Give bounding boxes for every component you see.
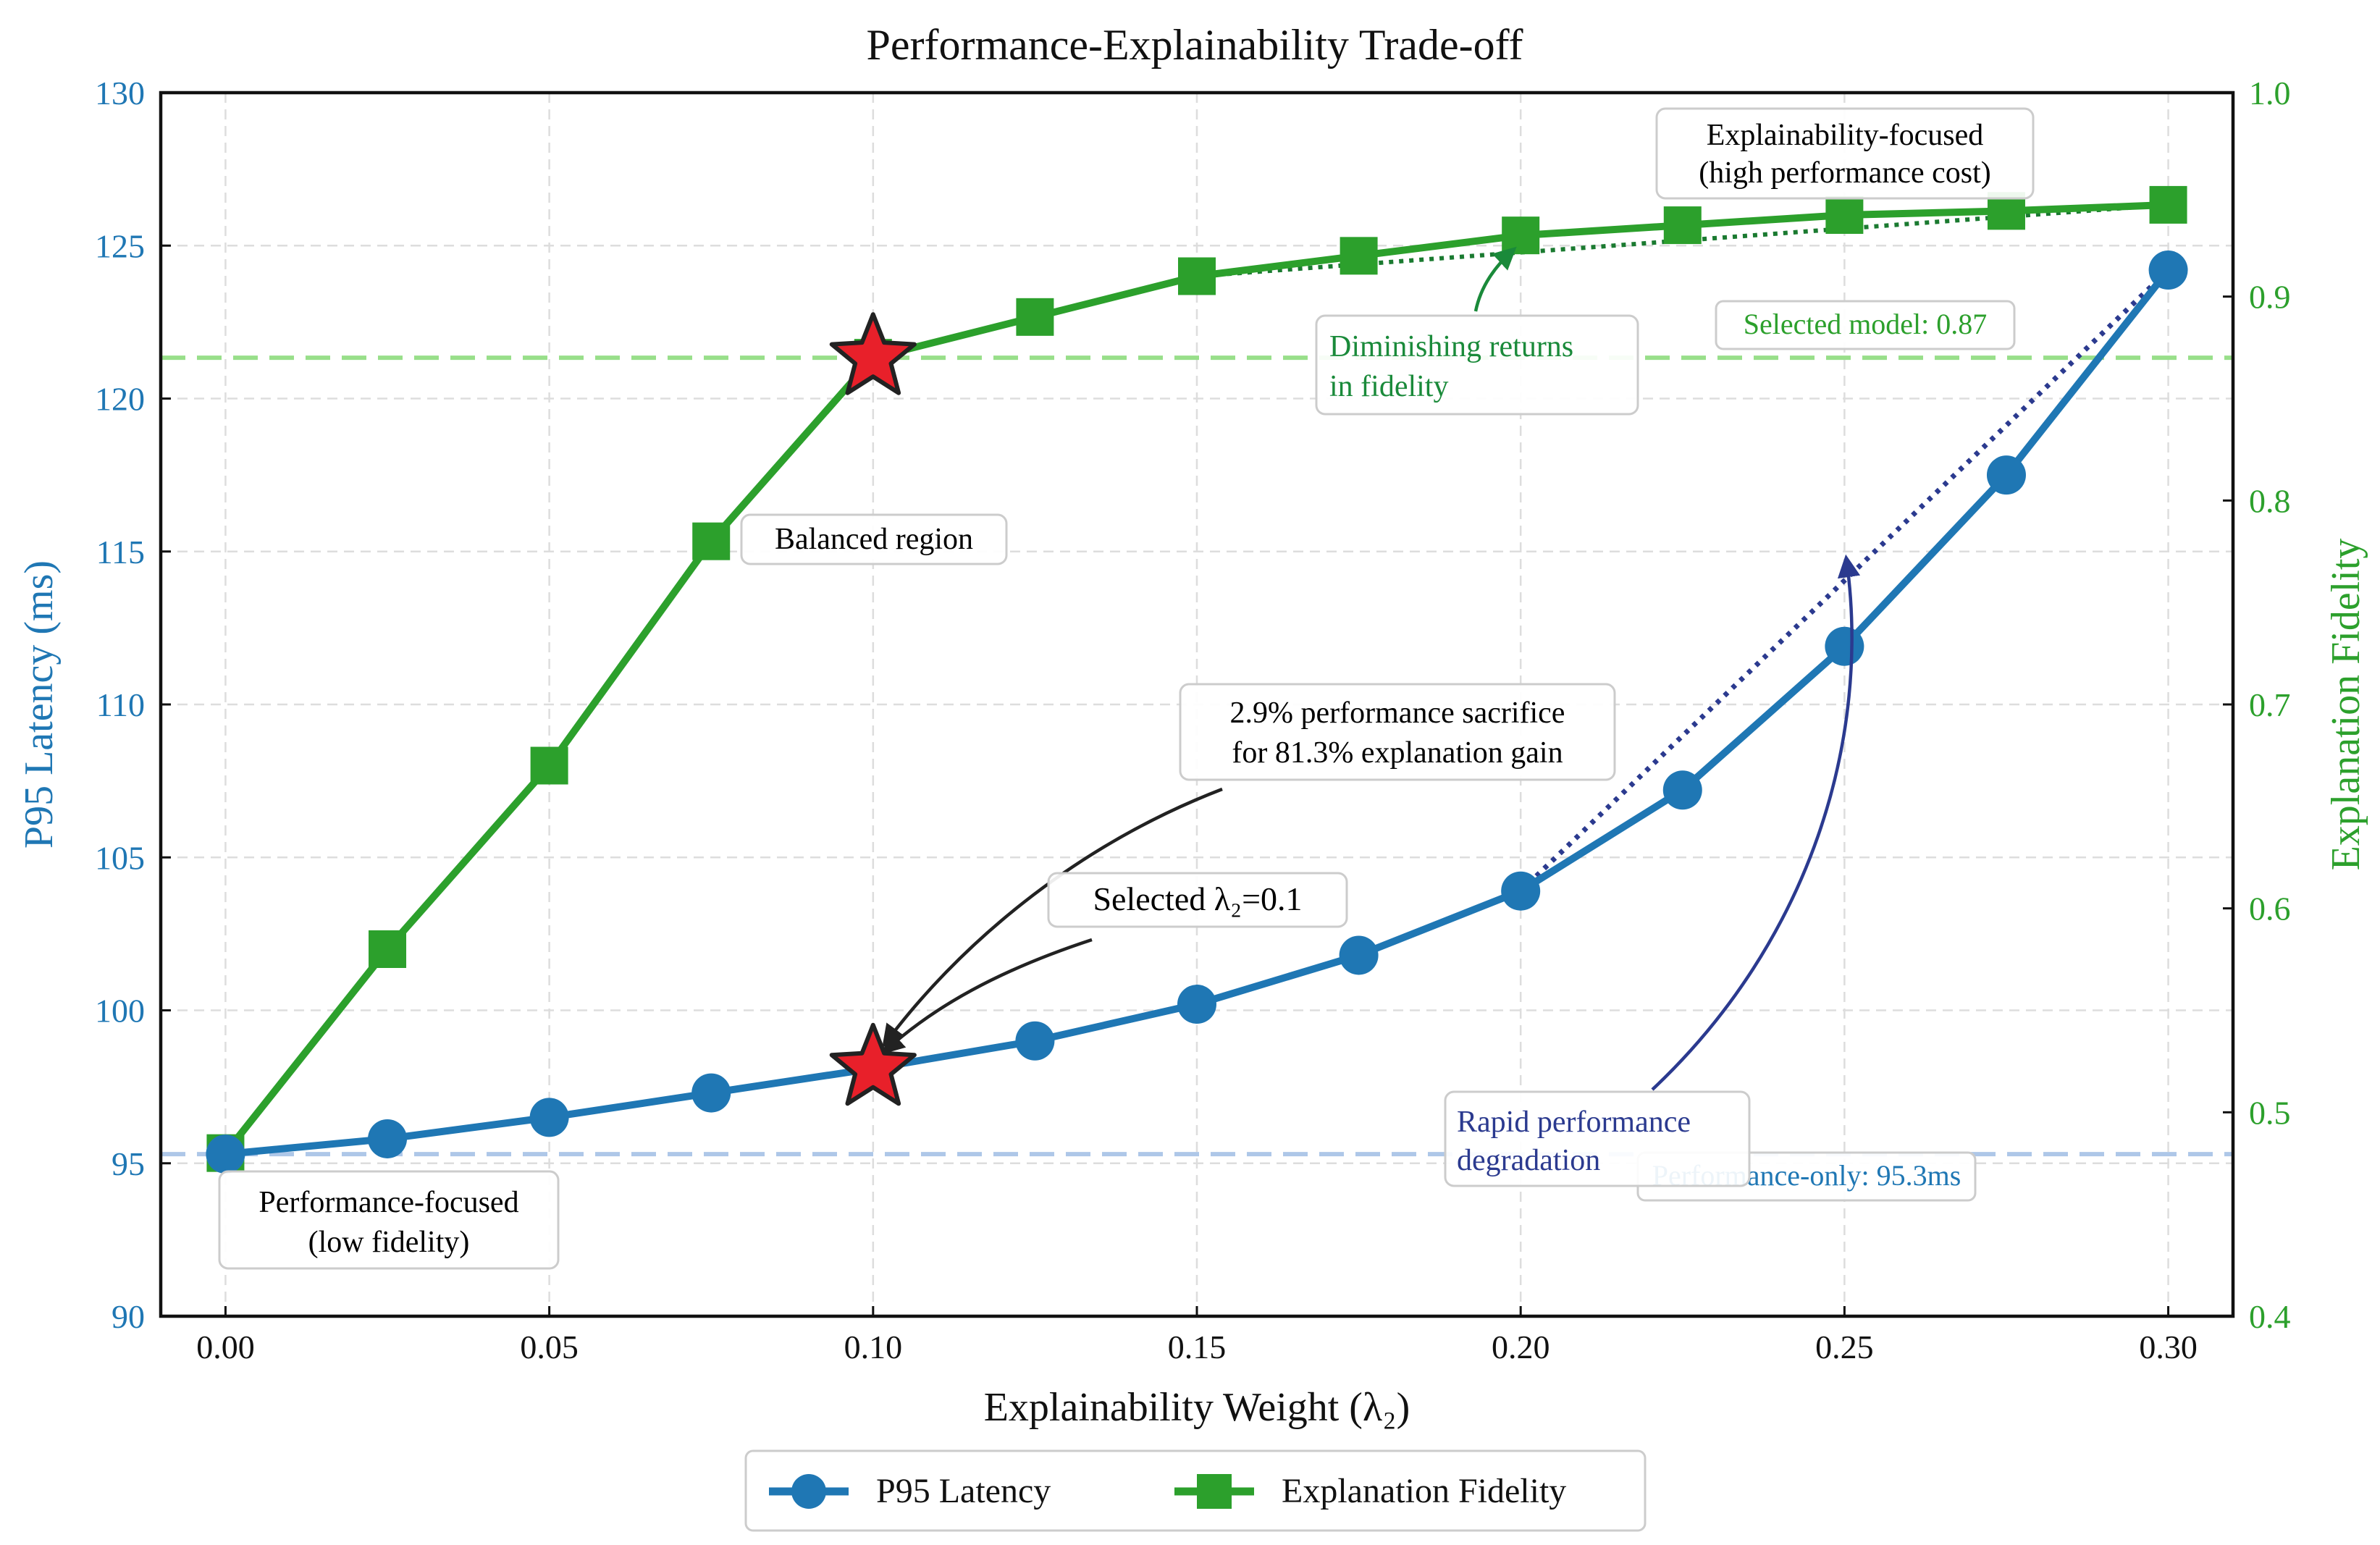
latency-point-5	[1015, 1021, 1055, 1061]
annotation-performance-focused: Performance-focused (low fidelity)	[218, 1170, 560, 1270]
legend-fidelity-marker	[1197, 1474, 1232, 1509]
annotation-rapid-degradation: Rapid performance degradation	[1444, 1090, 1751, 1187]
latency-point-2	[529, 1098, 569, 1137]
annotation-explainability-focused-line2: (high performance cost)	[1699, 156, 1991, 190]
fidelity-point-12	[2149, 185, 2187, 224]
y-left-tick-label-7: 125	[95, 227, 145, 264]
fidelity-point-10	[1825, 196, 1864, 234]
y-right-tick-label-1: 0.5	[2249, 1094, 2291, 1131]
x-tick-label-6: 0.30	[2139, 1329, 2198, 1365]
y-right-axis-label: Explanation Fidelity	[2324, 539, 2368, 871]
arrow-diminishing-returns	[1473, 246, 1517, 312]
annotation-performance-sacrifice-line2: for 81.3% explanation gain	[1232, 736, 1563, 770]
arrow-rapid-degradation	[1651, 554, 1861, 1091]
fidelity-point-6	[1178, 257, 1216, 295]
x-tick-label-2: 0.10	[844, 1329, 903, 1365]
annotation-rapid-degradation-line2: degradation	[1457, 1144, 1600, 1177]
y-right-axis-ticks: 0.4 0.5 0.6 0.7 0.8 0.9 1.0	[2223, 75, 2291, 1335]
latency-point-0	[206, 1134, 245, 1174]
y-left-axis-label: P95 Latency (ms)	[17, 560, 62, 849]
x-axis-label: Explainability Weight (λ₂)	[984, 1385, 1410, 1430]
latency-point-8	[1501, 871, 1541, 911]
y-right-tick-label-3: 0.7	[2249, 686, 2291, 723]
legend: P95 Latency Explanation Fidelity	[744, 1449, 1647, 1532]
y-left-tick-label-6: 120	[95, 381, 145, 418]
latency-point-10	[1825, 626, 1864, 666]
annotation-rapid-degradation-line1: Rapid performance	[1457, 1106, 1691, 1139]
x-tick-label-5: 0.25	[1815, 1329, 1874, 1365]
latency-point-7	[1339, 935, 1379, 975]
fidelity-point-5	[1016, 298, 1054, 336]
y-left-tick-label-0: 90	[112, 1298, 145, 1335]
annotation-performance-sacrifice-line1: 2.9% performance sacrifice	[1230, 696, 1565, 730]
selected-point-stars	[829, 312, 917, 1106]
fidelity-point-9	[1663, 206, 1702, 245]
y-right-tick-label-5: 0.9	[2249, 279, 2291, 316]
y-right-tick-label-0: 0.4	[2249, 1298, 2291, 1335]
annotation-balanced-region: Balanced region	[740, 513, 1008, 565]
series	[206, 185, 2188, 1174]
annotation-diminishing-returns-line1: Diminishing returns	[1329, 330, 1573, 363]
y-left-tick-label-8: 130	[95, 75, 145, 111]
selected-star-fidelity	[829, 312, 917, 395]
chart-title: Performance-Explainability Trade-off	[867, 21, 1523, 69]
x-axis-ticks: 0.00 0.05 0.10 0.15 0.20 0.25 0.30	[196, 1306, 2198, 1365]
fidelity-point-8	[1502, 216, 1540, 255]
y-left-tick-label-5: 115	[96, 534, 145, 571]
fidelity-point-2	[530, 746, 568, 785]
fidelity-point-3	[692, 522, 731, 560]
latency-point-6	[1177, 985, 1216, 1024]
annotation-selected: Selected λ₂=0.1	[1047, 872, 1348, 928]
selected-star-latency	[829, 1022, 917, 1106]
x-tick-label-4: 0.20	[1492, 1329, 1550, 1365]
y-left-tick-label-3: 105	[95, 839, 145, 876]
y-right-tick-label-6: 1.0	[2249, 75, 2291, 111]
arrow-selected	[881, 938, 1093, 1055]
y-right-tick-label-4: 0.8	[2249, 482, 2291, 519]
ref-label-selected-model-text: Selected model: 0.87	[1744, 308, 1988, 340]
x-tick-label-3: 0.15	[1168, 1329, 1227, 1365]
y-left-tick-label-1: 95	[112, 1145, 145, 1182]
annotation-explainability-focused: Explainability-focused (high performance…	[1655, 107, 2035, 200]
annotation-balanced-region-text: Balanced region	[775, 523, 973, 556]
trend-latency-degradation	[1518, 268, 2170, 893]
latency-point-3	[691, 1073, 731, 1113]
y-right-tick-label-2: 0.6	[2249, 891, 2291, 927]
ref-label-selected-model: Selected model: 0.87	[1715, 300, 2016, 350]
latency-point-9	[1662, 770, 1702, 810]
y-left-axis-ticks: 90 95 100 105 110 115 120 125 130	[95, 75, 171, 1335]
y-left-tick-label-4: 110	[96, 686, 145, 723]
annotation-diminishing-returns-line2: in fidelity	[1329, 370, 1448, 403]
annotation-explainability-focused-line1: Explainability-focused	[1707, 119, 1984, 152]
reference-lines	[161, 355, 2233, 1157]
x-tick-label-1: 0.05	[520, 1329, 579, 1365]
annotation-performance-sacrifice: 2.9% performance sacrifice for 81.3% exp…	[1179, 683, 1616, 781]
x-tick-label-0: 0.00	[196, 1329, 255, 1365]
latency-point-11	[1986, 455, 2026, 495]
fidelity-point-7	[1340, 237, 1378, 275]
legend-fidelity-label: Explanation Fidelity	[1282, 1472, 1566, 1510]
y-left-tick-label-2: 100	[95, 993, 145, 1030]
legend-latency-marker	[791, 1474, 826, 1509]
annotation-performance-focused-line2: (low fidelity)	[308, 1226, 470, 1259]
annotation-diminishing-returns: Diminishing returns in fidelity	[1315, 314, 1639, 416]
latency-point-1	[368, 1119, 408, 1158]
annotation-selected-text: Selected λ₂=0.1	[1093, 880, 1302, 917]
fidelity-point-1	[369, 930, 407, 968]
arrow-performance-sacrifice	[882, 787, 1223, 1048]
legend-latency-label: P95 Latency	[876, 1472, 1051, 1510]
latency-point-12	[2148, 251, 2188, 290]
annotation-performance-focused-line1: Performance-focused	[258, 1186, 518, 1219]
